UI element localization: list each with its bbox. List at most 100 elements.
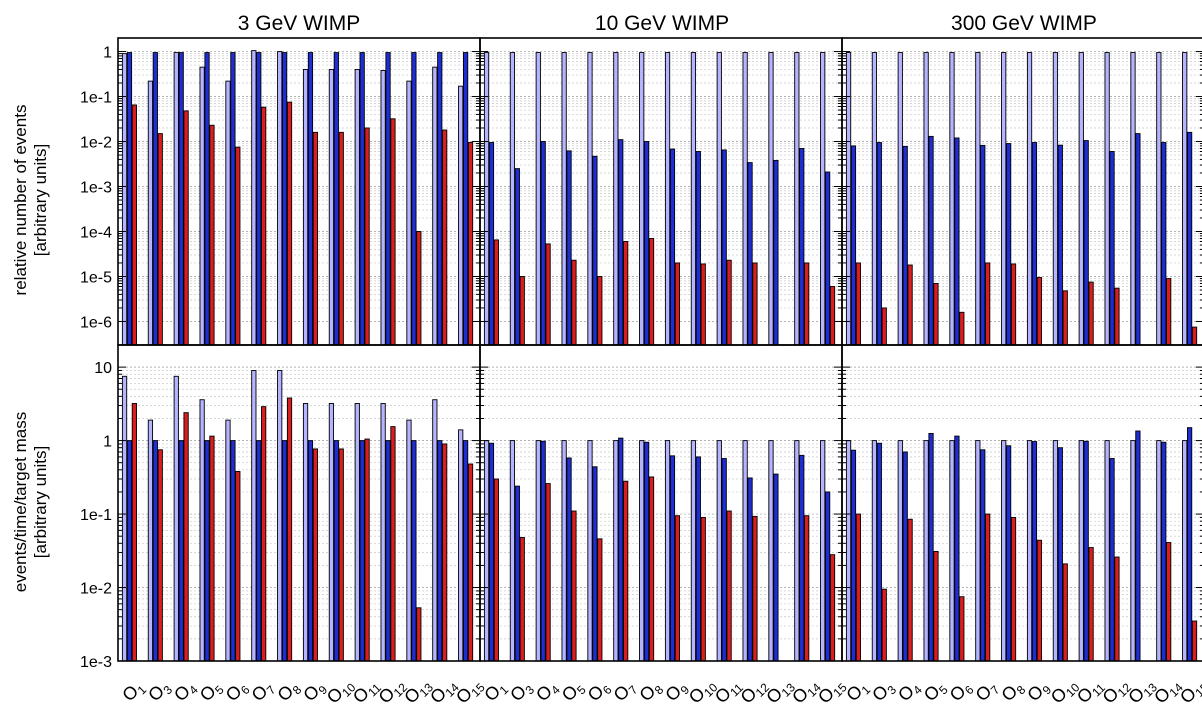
y-tick-label: 1e-6: [80, 314, 112, 331]
bar-s2-O7: [618, 139, 624, 346]
bar-s3-O3: [157, 133, 163, 346]
bar-s1-O11: [716, 440, 722, 662]
bar-s2-O5: [204, 440, 210, 662]
bar-s3-O9: [1036, 277, 1042, 346]
bar-s3-O7: [261, 106, 267, 346]
bar-s2-O11: [1083, 440, 1089, 662]
bar-s2-O13: [1135, 430, 1141, 662]
bar-s3-O3: [881, 588, 887, 662]
bar-s3-O4: [545, 483, 551, 662]
bar-s2-O8: [1006, 143, 1012, 346]
bar-s1-O11: [354, 68, 360, 346]
bar-s2-O13: [411, 52, 417, 346]
y-tick-label: 1e-4: [80, 224, 112, 241]
bar-s3-O3: [157, 449, 163, 662]
bar-s1-O13: [406, 419, 412, 662]
bar-s1-O14: [432, 399, 438, 662]
bar-s1-O12: [380, 69, 386, 346]
bar-s1-O3: [509, 52, 516, 346]
bar-s2-O8: [644, 141, 650, 346]
bar-s2-O7: [256, 440, 262, 662]
bar-s3-O15: [1191, 326, 1198, 346]
bar-s1-O12: [1104, 52, 1110, 346]
bar-s3-O14: [804, 515, 810, 662]
bar-s1-O4: [535, 52, 541, 346]
bar-s3-O14: [804, 262, 810, 346]
bar-s3-O1: [855, 262, 861, 346]
bar-s1-O7: [251, 370, 257, 662]
bar-s1-O8: [277, 51, 283, 346]
bar-s1-O9: [664, 440, 671, 662]
bar-s3-O11: [726, 259, 732, 346]
bar-s1-O6: [225, 419, 231, 662]
bar-s3-O9: [674, 515, 680, 662]
x-tick-label: O15: [1176, 674, 1202, 704]
bar-s3-O8: [648, 238, 655, 346]
bar-s3-O10: [700, 263, 706, 346]
bar-s2-O12: [1109, 458, 1115, 662]
y-tick-label: 1e-2: [80, 581, 112, 598]
bar-s2-O15: [463, 440, 469, 662]
bar-s3-O6: [959, 311, 965, 346]
bar-s2-O5: [566, 150, 572, 346]
y-tick-label: 1e-1: [80, 507, 112, 524]
bar-s1-O8: [1001, 440, 1007, 662]
panel-1-2: [479, 37, 843, 346]
bar-s1-O7: [975, 440, 981, 662]
bottom-row-ylabel-line1: events/time/target mass: [11, 412, 30, 592]
bar-s2-O5: [566, 457, 572, 662]
y-tick-label: 1e-5: [80, 269, 112, 286]
bar-s1-O15: [1182, 52, 1188, 346]
bar-s2-O12: [1109, 151, 1115, 346]
bar-s2-O12: [747, 477, 753, 662]
bar-s3-O5: [571, 259, 577, 346]
bar-s2-O1: [488, 442, 495, 662]
bar-s2-O10: [695, 456, 701, 662]
bar-s1-O5: [561, 440, 567, 662]
bar-s3-O1: [493, 478, 499, 662]
x-tick-label: O12: [737, 674, 773, 704]
bar-s2-O10: [695, 151, 701, 346]
bar-s2-O8: [282, 52, 288, 346]
bar-s1-O9: [302, 68, 309, 346]
bar-s1-O12: [742, 52, 748, 346]
bar-s1-O10: [1052, 52, 1059, 346]
bar-s3-O10: [700, 516, 706, 662]
x-tick-label: O9: [661, 676, 692, 704]
bar-s3-O15: [829, 286, 836, 346]
bar-s2-O9: [307, 52, 314, 346]
y-tick-label: 1: [103, 434, 112, 451]
bar-s3-O1: [855, 513, 861, 662]
column-title-3gev: 3 GeV WIMP: [238, 12, 361, 35]
bar-s1-O5: [199, 66, 205, 346]
panel-2-1: 1011e-11e-21e-3O1O3O4O5O6O7O8O9O10O11O12…: [80, 344, 488, 704]
x-tick-label: O14: [1150, 674, 1186, 704]
bar-s1-O12: [742, 440, 748, 662]
bar-s1-O4: [897, 52, 903, 346]
bar-s2-O9: [307, 440, 314, 662]
bar-s2-O6: [230, 440, 236, 662]
bar-s2-O13: [773, 473, 779, 662]
x-tick-label: O3: [144, 676, 175, 704]
bar-s2-O10: [333, 440, 339, 662]
bar-s1-O9: [302, 403, 309, 662]
bar-s1-O4: [173, 52, 179, 346]
bar-s2-O4: [902, 451, 908, 662]
bar-s3-O10: [338, 448, 344, 662]
bar-s3-O5: [209, 124, 215, 346]
bar-s3-O14: [442, 443, 448, 662]
bar-s3-O11: [1088, 281, 1094, 346]
bar-s1-O13: [768, 440, 774, 662]
bar-s2-O1: [126, 52, 133, 346]
panel-1-3: [841, 37, 1202, 346]
bar-s1-O15: [820, 52, 826, 346]
bar-s3-O8: [1010, 516, 1017, 662]
bar-s2-O12: [385, 52, 391, 346]
bar-s3-O6: [597, 276, 603, 346]
bar-s1-O9: [664, 52, 671, 346]
bar-s1-O8: [639, 52, 645, 346]
bar-s1-O14: [432, 66, 438, 346]
bar-s2-O15: [1187, 427, 1193, 662]
bar-s3-O14: [442, 129, 448, 346]
